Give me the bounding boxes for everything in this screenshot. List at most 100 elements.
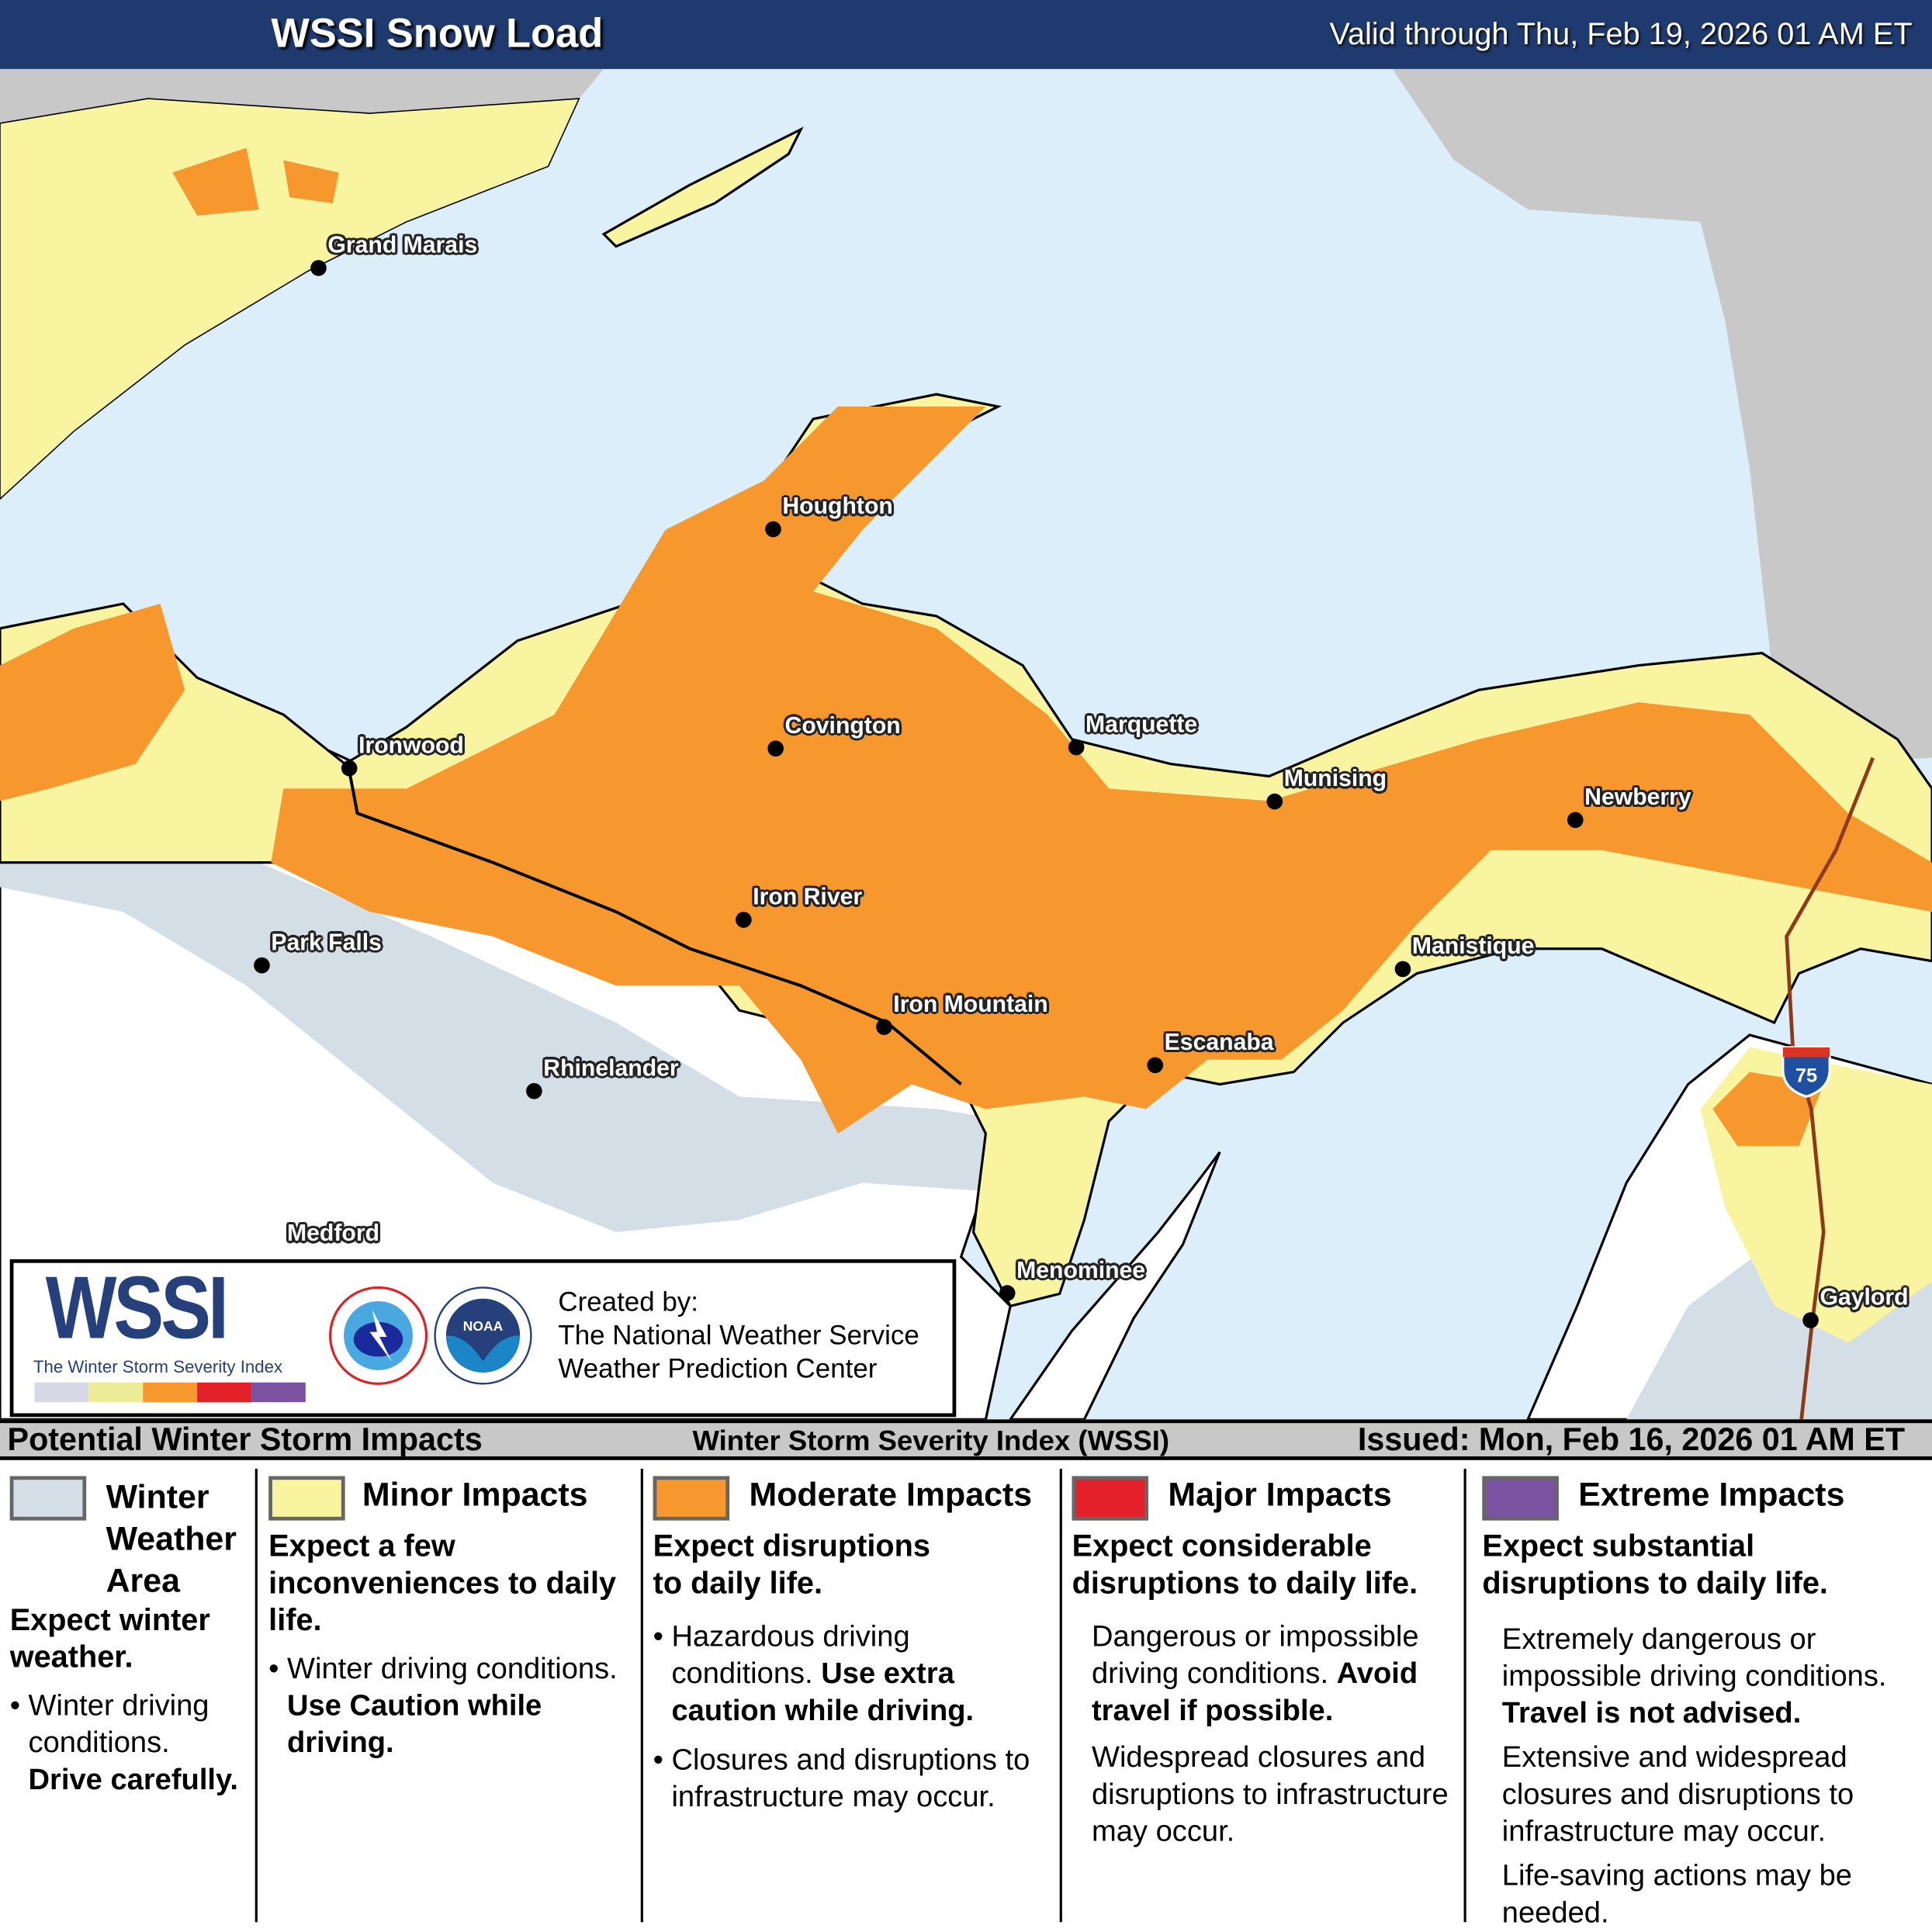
scale-color-block xyxy=(251,1382,306,1403)
city-marker xyxy=(1802,1312,1819,1328)
legend-item-title: Winter Weather Area xyxy=(106,1478,237,1600)
door-peninsula xyxy=(1008,1151,1221,1421)
legend-divider xyxy=(1463,1468,1466,1923)
nws-logo xyxy=(328,1286,428,1385)
city-label: Grand Marais xyxy=(327,233,478,259)
legend-item-bullet: Winter driving conditions. Use Caution w… xyxy=(268,1651,638,1762)
legend-item-text: Life-saving actions may be needed. xyxy=(1501,1859,1853,1930)
legend-swatch xyxy=(9,1476,87,1521)
city-label: Newberry xyxy=(1584,784,1691,811)
noaa-logo: NOAA xyxy=(434,1286,532,1385)
legend-item-text: Widespread closures and disruptions to i… xyxy=(1091,1740,1449,1849)
city-marker xyxy=(767,740,784,757)
credit-nws: The National Weather Service xyxy=(558,1319,919,1351)
legend-extreme-impacts: Extreme Impacts Expect substantial disru… xyxy=(1482,1469,1928,1930)
header-bar: WSSI Snow Load Valid through Thu, Feb 19… xyxy=(0,0,1932,69)
moderate-impact-west xyxy=(0,604,185,802)
scale-color-block xyxy=(143,1382,198,1403)
city-marker xyxy=(310,260,327,276)
city-label: Iron Mountain xyxy=(893,992,1048,1018)
minnesota-moderate xyxy=(172,147,259,216)
city-label: Escanaba xyxy=(1164,1030,1274,1056)
legend-item-expect: Expect a few inconveniences to daily lif… xyxy=(268,1529,617,1638)
city-marker xyxy=(526,1082,542,1099)
svg-text:75: 75 xyxy=(1795,1065,1817,1086)
legend-item-bullet: Hazardous driving conditions. Use extra … xyxy=(653,1619,1029,1730)
legend-item-expect: Expect substantial disruptions to daily … xyxy=(1482,1529,1828,1601)
city-label: Munising xyxy=(1283,766,1387,793)
legend-index-name: Winter Storm Severity Index (WSSI) xyxy=(692,1424,1170,1457)
city-label: Covington xyxy=(784,713,901,739)
legend-item-text: Dangerous or impossible driving conditio… xyxy=(1091,1620,1419,1728)
legend-item-title: Major Impacts xyxy=(1168,1476,1392,1514)
legend-item-expect: Expect considerable disruptions to daily… xyxy=(1072,1529,1418,1601)
moderate-impact-area xyxy=(271,407,1932,1134)
legend-item-title: Minor Impacts xyxy=(362,1476,588,1514)
city-marker xyxy=(1394,961,1411,978)
created-by-label: Created by: xyxy=(558,1286,698,1317)
city-marker xyxy=(1068,739,1085,756)
map-svg: 75 xyxy=(0,68,1932,1421)
minnesota-north-shore xyxy=(0,98,580,500)
legend-minor-impacts: Minor Impacts Expect a few inconvenience… xyxy=(268,1469,638,1925)
legend-item-bullet: Closures and disruptions to infrastructu… xyxy=(653,1742,1041,1816)
canada-nw xyxy=(0,68,604,123)
legend-item-title: Moderate Impacts xyxy=(749,1476,1033,1514)
legend-item-title: Extreme Impacts xyxy=(1578,1476,1845,1514)
wssi-logo: WSSI xyxy=(45,1259,229,1358)
city-label: Medford xyxy=(287,1220,380,1248)
city-label: Iron River xyxy=(753,885,863,911)
city-marker xyxy=(736,912,752,928)
isle-royale xyxy=(601,126,804,248)
city-marker xyxy=(765,521,781,538)
scale-color-block xyxy=(34,1382,89,1403)
legend-item-bullet: Winter driving conditions.Drive carefull… xyxy=(10,1688,254,1799)
city-label: Marquette xyxy=(1085,712,1198,739)
city-marker xyxy=(876,1019,892,1035)
scale-color-block xyxy=(197,1382,251,1403)
legend-moderate-impacts: Moderate Impacts Expect disruptions to d… xyxy=(653,1469,1058,1925)
city-label: Park Falls xyxy=(271,930,382,957)
city-label: Manistique xyxy=(1411,933,1535,961)
credits-box: WSSI The Winter Storm Severity Index NOA… xyxy=(9,1259,957,1418)
legend-divider xyxy=(1059,1468,1062,1923)
legend-major-impacts: Major Impacts Expect considerable disrup… xyxy=(1072,1469,1462,1925)
legend-divider xyxy=(254,1468,258,1923)
city-label: Menominee xyxy=(1016,1258,1146,1284)
map-area: 75 Grand Marais Houghton Covington Marquett… xyxy=(0,68,1932,1421)
legend-item-expect: Expect winter weather. xyxy=(9,1603,210,1675)
state-border xyxy=(347,767,962,1085)
legend-swatch xyxy=(1482,1476,1559,1521)
map-title: WSSI Snow Load xyxy=(271,9,604,56)
interstate-75-shield: 75 xyxy=(1781,1046,1831,1098)
legend-divider xyxy=(640,1468,643,1923)
minnesota-moderate-2 xyxy=(283,160,339,204)
legend-title: Potential Winter Storm Impacts xyxy=(7,1420,483,1458)
svg-text:NOAA: NOAA xyxy=(463,1318,504,1334)
legend-winter-weather-area: Winter Weather Area Expect winter weathe… xyxy=(9,1469,254,1925)
canada-ne xyxy=(1392,68,1932,764)
legend-header: Potential Winter Storm Impacts Winter St… xyxy=(0,1419,1932,1460)
legend-swatch xyxy=(653,1476,730,1521)
issued-time: Issued: Mon, Feb 16, 2026 01 AM ET xyxy=(1357,1420,1906,1458)
scale-color-block xyxy=(88,1382,144,1403)
legend-item-text: Extensive and widespread closures and di… xyxy=(1501,1740,1854,1849)
city-marker xyxy=(341,760,358,777)
city-marker xyxy=(1266,793,1283,810)
wssi-subtitle: The Winter Storm Severity Index xyxy=(33,1356,283,1376)
legend-swatch xyxy=(268,1476,345,1521)
city-marker xyxy=(1147,1057,1164,1074)
legend-item-text: Extremely dangerous or impossible drivin… xyxy=(1501,1622,1887,1730)
credit-wpc: Weather Prediction Center xyxy=(558,1352,878,1384)
city-marker xyxy=(254,957,270,974)
city-label: Rhinelander xyxy=(543,1055,679,1082)
city-label: Houghton xyxy=(782,493,893,521)
credits-text: Created by: The National Weather Service… xyxy=(558,1285,919,1385)
legend-swatch xyxy=(1072,1476,1149,1521)
wssi-color-scale xyxy=(34,1382,306,1403)
city-label: Ironwood xyxy=(358,732,464,760)
valid-time: Valid through Thu, Feb 19, 2026 01 AM ET xyxy=(1329,17,1913,52)
legend-item-expect: Expect disruptions to daily life. xyxy=(653,1529,931,1601)
winter-weather-area-band xyxy=(0,715,1085,1233)
city-label: Gaylord xyxy=(1819,1285,1909,1311)
